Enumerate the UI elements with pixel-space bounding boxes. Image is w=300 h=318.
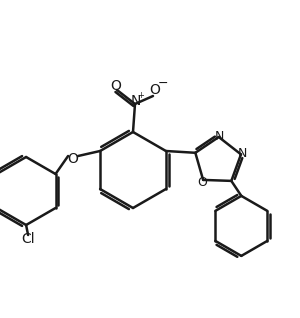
Text: N: N [237,147,247,160]
Text: O: O [197,176,207,190]
Text: N: N [215,129,224,142]
Text: N: N [131,94,141,108]
Text: Cl: Cl [21,232,35,246]
Text: O: O [68,152,79,166]
Text: +: + [138,91,144,100]
Text: O: O [111,79,122,93]
Text: −: − [158,77,168,89]
Text: O: O [150,83,160,97]
